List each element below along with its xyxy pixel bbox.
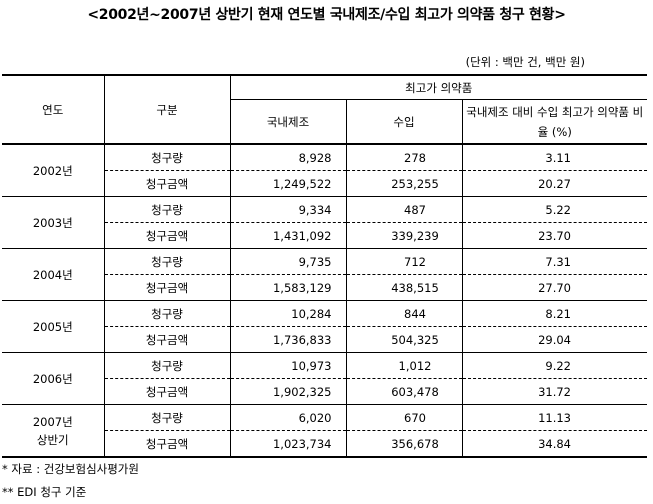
ratio-cell: 9.22 — [461, 352, 647, 379]
category-cell: 청구량 — [103, 144, 230, 171]
category-cell: 청구량 — [103, 404, 230, 431]
table-row: 2007년 상반기 청구량 6,020 670 11.13 — [2, 404, 647, 458]
import-cell: 278 — [345, 144, 462, 171]
domestic-cell: 10,284 — [229, 300, 346, 327]
year-cell: 2007년 상반기 — [2, 404, 104, 458]
footnote-basis: ** EDI 청구 기준 — [2, 485, 87, 499]
domestic-cell: 8,928 — [229, 144, 346, 171]
ratio-cell: 20.27 — [461, 170, 647, 197]
header-category: 구분 — [103, 74, 230, 145]
import-cell: 504,325 — [345, 326, 462, 353]
header-row-1: 연도 구분 최고가 의약품 — [2, 74, 647, 145]
import-cell: 438,515 — [345, 274, 462, 301]
domestic-cell: 9,334 — [229, 196, 346, 223]
year-cell: 2002년 — [2, 144, 104, 197]
year-cell: 2003년 — [2, 196, 104, 249]
table-row: 2005년 청구량 10,284 844 8.21 — [2, 300, 647, 353]
domestic-cell: 1,902,325 — [229, 378, 346, 405]
category-cell: 청구금액 — [103, 274, 230, 301]
import-cell: 356,678 — [345, 430, 462, 458]
ratio-cell: 7.31 — [461, 248, 647, 275]
ratio-cell: 23.70 — [461, 222, 647, 249]
domestic-cell: 1,431,092 — [229, 222, 346, 249]
category-cell: 청구금액 — [103, 170, 230, 197]
ratio-cell: 34.84 — [461, 430, 647, 458]
category-cell: 청구금액 — [103, 378, 230, 405]
domestic-cell: 1,023,734 — [229, 430, 346, 458]
unit-note: (단위 : 백만 건, 백만 원) — [465, 55, 585, 69]
ratio-cell: 31.72 — [461, 378, 647, 405]
import-cell: 844 — [345, 300, 462, 327]
table-row: 2006년 청구량 10,973 1,012 9.22 — [2, 352, 647, 405]
domestic-cell: 1,249,522 — [229, 170, 346, 197]
import-cell: 339,239 — [345, 222, 462, 249]
domestic-cell: 1,736,833 — [229, 326, 346, 353]
table-row: 청구금액 1,583,129 438,515 27.70 — [2, 274, 647, 301]
category-cell: 청구금액 — [103, 326, 230, 353]
header-domestic: 국내제조 — [229, 99, 346, 145]
header-row-2: 국내제조 수입 국내제조 대비 수입 최고가 의약품 비율 (%) — [2, 99, 647, 145]
ratio-cell: 11.13 — [461, 404, 647, 431]
category-cell: 청구량 — [103, 196, 230, 223]
category-cell: 청구량 — [103, 248, 230, 275]
claims-table: 연도 구분 최고가 의약품 국내제조 수입 국내제조 대비 수입 최고가 의약품… — [2, 74, 647, 458]
import-cell: 1,012 — [345, 352, 462, 379]
domestic-cell: 6,020 — [229, 404, 346, 431]
category-cell: 청구량 — [103, 300, 230, 327]
import-cell: 670 — [345, 404, 462, 431]
table-row: 청구금액 1,902,325 603,478 31.72 — [2, 378, 647, 405]
year-cell: 2005년 — [2, 300, 104, 353]
table-row: 청구금액 1,249,522 253,255 20.27 — [2, 170, 647, 197]
domestic-cell: 9,735 — [229, 248, 346, 275]
ratio-cell: 27.70 — [461, 274, 647, 301]
footnotes: * 자료 : 건강보험심사평가원 ** EDI 청구 기준 — [2, 458, 139, 504]
import-cell: 487 — [345, 196, 462, 223]
category-cell: 청구금액 — [103, 222, 230, 249]
domestic-cell: 10,973 — [229, 352, 346, 379]
header-ratio: 국내제조 대비 수입 최고가 의약품 비율 (%) — [461, 99, 647, 145]
ratio-cell: 8.21 — [461, 300, 647, 327]
table-row: 2003년 청구량 9,334 487 5.22 — [2, 196, 647, 249]
category-cell: 청구금액 — [103, 430, 230, 458]
domestic-cell: 1,583,129 — [229, 274, 346, 301]
table-row: 2004년 청구량 9,735 712 7.31 — [2, 248, 647, 301]
category-cell: 청구량 — [103, 352, 230, 379]
table-row: 2002년 청구량 8,928 278 3.11 — [2, 144, 647, 197]
ratio-cell: 29.04 — [461, 326, 647, 353]
year-cell: 2004년 — [2, 248, 104, 301]
year-cell: 2006년 — [2, 352, 104, 405]
import-cell: 253,255 — [345, 170, 462, 197]
table-row: 청구금액 1,023,734 356,678 34.84 — [2, 430, 647, 458]
header-year: 연도 — [2, 74, 104, 145]
import-cell: 712 — [345, 248, 462, 275]
table-row: 청구금액 1,736,833 504,325 29.04 — [2, 326, 647, 353]
ratio-cell: 3.11 — [461, 144, 647, 171]
footnote-source: * 자료 : 건강보험심사평가원 — [2, 462, 139, 476]
header-import: 수입 — [345, 99, 462, 145]
table-row: 청구금액 1,431,092 339,239 23.70 — [2, 222, 647, 249]
ratio-cell: 5.22 — [461, 196, 647, 223]
import-cell: 603,478 — [345, 378, 462, 405]
document-title: <2002년~2007년 상반기 현재 연도별 국내제조/수입 최고가 의약품 … — [87, 7, 566, 23]
header-top-price-drugs: 최고가 의약품 — [229, 74, 647, 100]
